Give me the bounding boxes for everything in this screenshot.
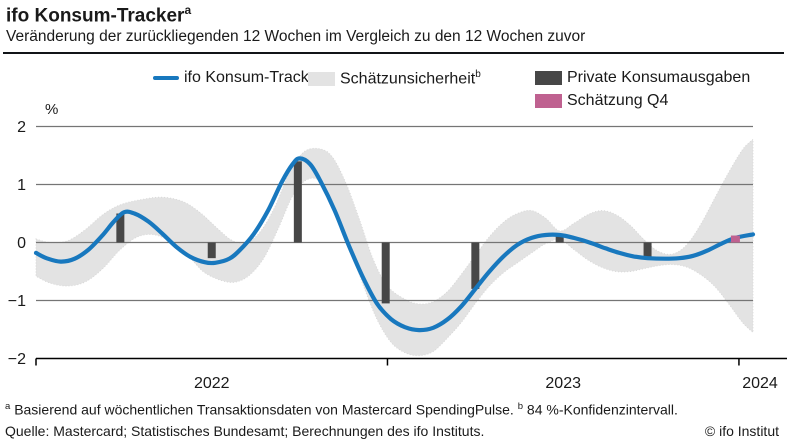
consumption-bar [555, 233, 564, 243]
legend-item-tracker: ifo Konsum-Tracker [153, 69, 323, 87]
line-marker-icon [153, 75, 179, 81]
legend-item-band: Schätzunsicherheitb [308, 69, 481, 88]
page-title-text: ifo Konsum-Tracker [6, 5, 185, 27]
legend-label-band: Schätzunsicherheitb [340, 69, 481, 88]
footnote-b-marker: b [517, 401, 524, 412]
page-title: ifo Konsum-Trackera [6, 3, 191, 27]
header-divider [3, 52, 784, 54]
footnote-a-marker: a [5, 401, 11, 412]
legend-band-footnote-marker: b [475, 69, 481, 80]
consumption-bar [116, 213, 125, 243]
y-axis-unit-label: % [45, 101, 58, 118]
legend-item-bars: Private Konsumausgaben [535, 69, 750, 87]
consumption-bar [381, 242, 390, 304]
consumption-bar [293, 161, 302, 243]
footnote-a-text: Basierend auf wöchentlichen Transaktions… [14, 401, 514, 418]
footnote-b-text: 84 %-Konfidenzintervall. [526, 401, 678, 418]
bars-marker-icon [535, 71, 562, 85]
consumption-bar [471, 242, 480, 289]
copyright-label: © ifo Institut [704, 423, 779, 439]
tracker-line [33, 156, 756, 333]
legend-item-estimate: Schätzung Q4 [535, 92, 668, 110]
x-label-2024: 2024 [742, 375, 778, 392]
y-label-0: 0 [17, 235, 26, 252]
x-label-2022: 2022 [194, 375, 230, 392]
legend-label-estimate: Schätzung Q4 [567, 92, 669, 109]
band-marker-icon [308, 71, 335, 86]
y-label--2: −2 [8, 351, 26, 368]
y-label--1: −1 [8, 293, 26, 310]
footnote-line: a Basierend auf wöchentlichen Transaktio… [5, 401, 678, 418]
estimate-marker-icon [535, 94, 562, 108]
x-label-2023: 2023 [545, 375, 581, 392]
y-label-2: 2 [17, 119, 26, 136]
legend-label-tracker: ifo Konsum-Tracker [184, 69, 323, 86]
page-subtitle: Veränderung der zurückliegenden 12 Woche… [6, 28, 586, 45]
page-title-footnote-marker: a [184, 3, 192, 17]
y-label-1: 1 [17, 177, 26, 194]
estimate-q4-bar [730, 235, 740, 243]
legend-label-bars: Private Konsumausgaben [567, 69, 751, 86]
consumption-bar [207, 242, 216, 259]
source-line: Quelle: Mastercard; Statistisches Bundes… [5, 423, 485, 439]
konsum-tracker-chart: 2022 2023 2024 2 1 0 −1 −2% [8, 101, 787, 392]
consumption-bar [643, 242, 652, 257]
